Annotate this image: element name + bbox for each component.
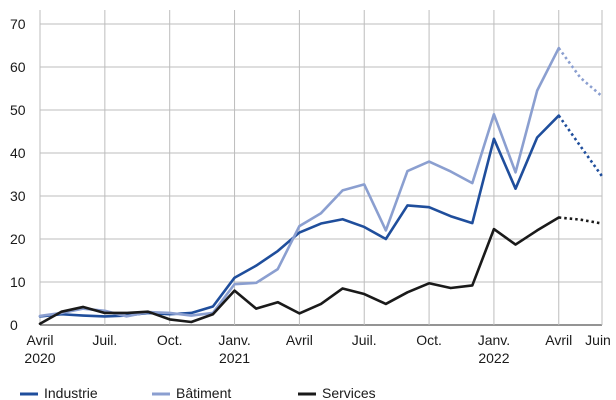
series-projection-services — [558, 216, 603, 225]
x-tick-label: Oct. — [157, 332, 183, 348]
y-tick-label: 60 — [10, 59, 26, 75]
series-lines — [38, 46, 604, 326]
x-tick-label: Janv. — [478, 332, 510, 348]
x-tick-label: Juin — [585, 332, 611, 348]
legend: Industrie Bâtiment Services — [20, 385, 376, 400]
y-tick-label: 70 — [10, 16, 26, 32]
series-line-services — [38, 216, 561, 326]
legend-label: Bâtiment — [176, 385, 231, 400]
y-tick-label: 30 — [10, 188, 26, 204]
x-tick-year-label: 2021 — [219, 350, 250, 366]
x-tick-label: Janv. — [218, 332, 250, 348]
y-tick-label: 10 — [10, 274, 26, 290]
grid — [39, 10, 603, 326]
series-projection-bâtiment — [557, 47, 603, 98]
x-tick-label: Avril — [545, 332, 572, 348]
legend-label: Services — [322, 385, 376, 400]
y-axis-ticks: 0 10 20 30 40 50 60 70 — [10, 16, 26, 333]
x-tick-label: Juil. — [92, 332, 117, 348]
y-tick-label: 20 — [10, 231, 26, 247]
legend-label: Industrie — [44, 385, 98, 400]
x-tick-label: Oct. — [416, 332, 442, 348]
x-tick-label: Juil. — [352, 332, 377, 348]
y-tick-label: 40 — [10, 145, 26, 161]
x-tick-year-label: 2020 — [24, 350, 55, 366]
series-projection-industrie — [557, 114, 604, 177]
y-tick-label: 50 — [10, 102, 26, 118]
x-tick-label: Avril — [286, 332, 313, 348]
x-tick-year-label: 2022 — [478, 350, 509, 366]
y-tick-label: 0 — [10, 317, 18, 333]
x-axis-ticks: Avril 2020 Juil. Oct. Janv. 2021 Avril Juil. Oct… — [24, 332, 610, 366]
series-line-bâtiment — [38, 46, 561, 318]
x-tick-label: Avril — [27, 332, 54, 348]
